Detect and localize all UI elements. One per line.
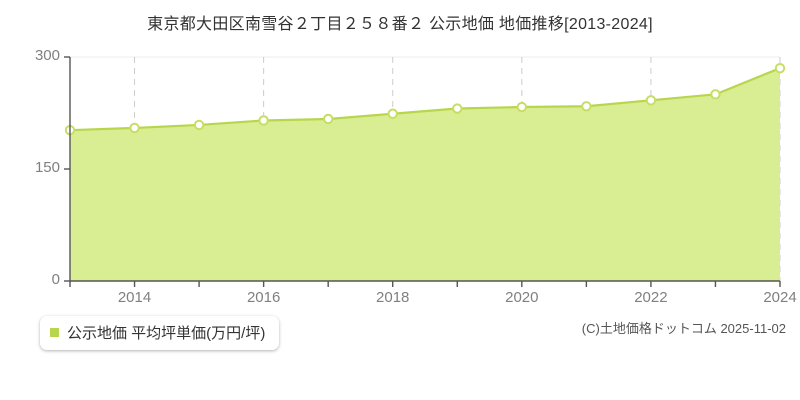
legend-label: 公示地価 平均坪単価(万円/坪) [67,325,266,342]
y-axis-tick-label: 150 [34,159,60,176]
x-axis-tick-label: 2020 [505,289,539,306]
x-axis-tick-label: 2018 [376,289,410,306]
copyright-credit: (C)土地価格ドットコム 2025-11-02 [581,321,786,336]
chart-legend[interactable]: 公示地価 平均坪単価(万円/坪) [40,316,280,350]
y-axis-tick-label: 300 [34,47,60,64]
y-axis-tick-label: 0 [51,271,60,288]
series-color-swatch [50,328,59,337]
x-axis-tick-label: 2022 [634,289,668,306]
x-axis-tick-label: 2016 [246,289,281,306]
chart-title: 東京都大田区南雪谷２丁目２５８番２ 公示地価 地価推移[2013-2024] [147,16,653,33]
x-axis-tick-label: 2024 [763,289,797,306]
x-axis-tick-label: 2014 [117,289,152,306]
